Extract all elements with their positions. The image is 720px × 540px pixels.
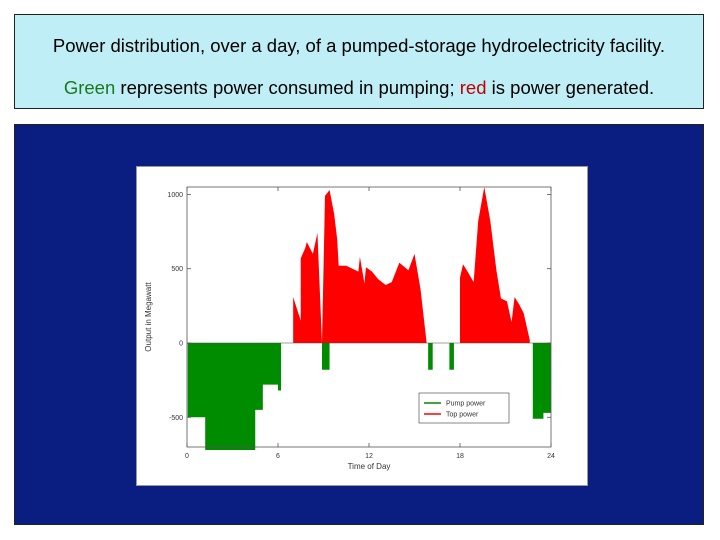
caption-box: Power distribution, over a day, of a pum…	[14, 14, 704, 109]
x-tick-label-3: 18	[456, 453, 464, 460]
y-tick-label-3: 1000	[167, 192, 183, 199]
series-area-0	[187, 343, 551, 450]
legend-label-0: Pump power	[446, 401, 486, 408]
y-tick-label-1: 0	[179, 341, 183, 348]
power-chart: -500 0 500 1000 0 6 12 18 24 Time of Day Output in…	[144, 186, 555, 471]
caption-mid-text: represents power consumed in pumping;	[115, 77, 460, 98]
caption-green-word: Green	[63, 77, 116, 98]
y-axis-label: Output in Megawatt	[144, 282, 153, 352]
y-tick-label-2: 500	[171, 266, 183, 273]
caption-red-word: red	[459, 77, 487, 98]
legend-box	[418, 392, 510, 424]
y-tick-label-0: -500	[169, 415, 183, 422]
series-area-1	[293, 187, 530, 343]
caption-line-1: Power distribution, over a day, of a pum…	[52, 35, 666, 56]
x-tick-label-1: 6	[276, 453, 280, 460]
caption-line-2: Green represents power consumed in pumpi…	[15, 77, 703, 99]
caption-end-text: is power generated.	[486, 77, 655, 98]
x-tick-label-2: 12	[365, 453, 373, 460]
x-tick-label-4: 24	[547, 453, 555, 460]
x-axis-label: Time of Day	[348, 462, 391, 471]
chart-card: -500 0 500 1000 0 6 12 18 24 Time of Day Output in…	[136, 166, 588, 486]
x-tick-label-0: 0	[185, 453, 189, 460]
legend-label-1: Top power	[446, 412, 479, 419]
